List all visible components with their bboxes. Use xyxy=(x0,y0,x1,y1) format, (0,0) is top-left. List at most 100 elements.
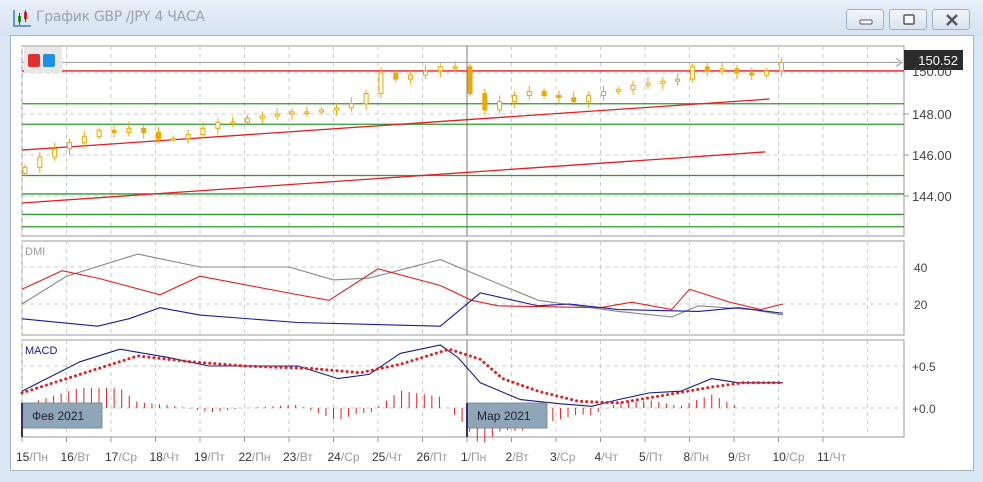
macd-tick-label: +0.0 xyxy=(912,402,936,416)
x-tick-label: 1/Пн xyxy=(461,450,486,464)
month-badge-label: Фев 2021 xyxy=(32,409,85,423)
x-tick-label: 9/Вт xyxy=(728,450,752,464)
candle xyxy=(586,95,592,103)
tick-day: 24 xyxy=(328,450,342,464)
tick-weekday: /Чт xyxy=(163,450,180,464)
candle xyxy=(170,138,176,141)
arrow-right-icon xyxy=(895,57,903,67)
tick-day: 3 xyxy=(550,450,557,464)
x-tick-label: 10/Ср xyxy=(773,450,805,464)
tick-day: 19 xyxy=(194,450,208,464)
maximize-button[interactable] xyxy=(889,9,927,30)
candle xyxy=(81,136,87,144)
chart-frame xyxy=(10,35,974,471)
minimize-button[interactable] xyxy=(846,9,884,30)
tick-weekday: /Пт xyxy=(646,450,664,464)
tick-weekday: /Вт xyxy=(296,450,313,464)
dmi-label: DMI xyxy=(25,246,45,258)
price-tick-label: 148.00 xyxy=(912,107,952,122)
tick-day: 1 xyxy=(461,450,468,464)
x-tick-label: 15/Пн xyxy=(16,450,48,464)
candle xyxy=(408,74,414,80)
adx-line xyxy=(21,253,784,318)
tick-weekday: /Пн xyxy=(690,450,709,464)
candle xyxy=(660,80,666,84)
candle xyxy=(541,90,547,97)
panel-border-1 xyxy=(21,240,905,336)
current-price-value: 150.52 xyxy=(918,53,958,68)
candle xyxy=(200,127,206,136)
candle xyxy=(215,121,221,129)
candle xyxy=(452,66,458,69)
candle xyxy=(482,93,488,111)
candle xyxy=(689,66,695,80)
candle xyxy=(422,70,428,76)
macd-line xyxy=(21,344,783,407)
tick-weekday: /Ср xyxy=(786,450,805,464)
x-tick-label: 11/Чт xyxy=(817,450,847,464)
candle xyxy=(348,103,354,109)
month-badge-label: Мар 2021 xyxy=(477,409,531,423)
signal-line xyxy=(20,347,785,405)
candle xyxy=(111,129,117,133)
minimize-icon xyxy=(859,19,873,25)
trendline xyxy=(21,151,766,204)
candle xyxy=(259,115,265,119)
price-tick-label: 146.00 xyxy=(912,148,952,163)
tick-day: 23 xyxy=(283,450,297,464)
tick-day: 2 xyxy=(506,450,513,464)
tick-day: 18 xyxy=(150,450,164,464)
candle xyxy=(630,84,636,90)
tick-day: 11 xyxy=(817,450,830,464)
trendline xyxy=(21,98,770,151)
candle xyxy=(556,95,562,99)
candle xyxy=(764,70,770,76)
candle xyxy=(185,134,191,140)
month-badge xyxy=(21,402,103,429)
tick-day: 25 xyxy=(372,450,386,464)
tick-weekday: /Чт xyxy=(385,450,402,464)
legend-swatch xyxy=(28,54,40,67)
candle xyxy=(363,93,369,105)
candle xyxy=(319,109,325,113)
candle xyxy=(289,111,295,115)
candle xyxy=(126,127,132,133)
x-tick-label: 22/Пн xyxy=(239,450,271,464)
x-tick-label: 2/Вт xyxy=(506,450,530,464)
x-tick-label: 17/Ср xyxy=(105,450,137,464)
month-badge xyxy=(466,402,548,429)
candle xyxy=(22,166,28,174)
candle xyxy=(437,66,443,72)
candle xyxy=(378,72,384,94)
tick-weekday: /Ср xyxy=(341,450,360,464)
candle xyxy=(333,107,339,111)
tick-weekday: /Вт xyxy=(512,450,529,464)
candle xyxy=(600,90,606,97)
tick-day: 9 xyxy=(728,450,735,464)
tick-day: 26 xyxy=(417,450,431,464)
tick-day: 15 xyxy=(16,450,30,464)
x-tick-label: 26/Пт xyxy=(417,450,448,464)
panel-border-0 xyxy=(21,45,905,237)
tick-weekday: /Вт xyxy=(74,450,91,464)
close-button[interactable] xyxy=(932,9,970,30)
candle xyxy=(52,148,58,158)
tick-weekday: /Вт xyxy=(735,450,752,464)
candle xyxy=(274,113,280,117)
tick-day: 5 xyxy=(639,450,646,464)
candle xyxy=(615,88,621,92)
candle xyxy=(749,72,755,76)
candlestick-chart-icon xyxy=(13,10,31,27)
current-price-tag xyxy=(904,50,963,70)
tick-day: 8 xyxy=(684,450,691,464)
dmi-tick-label: 40 xyxy=(914,261,928,275)
candle xyxy=(393,72,399,80)
x-tick-label: 3/Ср xyxy=(550,450,576,464)
tick-day: 22 xyxy=(239,450,253,464)
x-tick-label: 8/Пн xyxy=(684,450,709,464)
legend-swatch xyxy=(43,54,55,67)
candle xyxy=(96,129,102,138)
close-icon xyxy=(946,14,958,26)
candle xyxy=(675,78,681,82)
